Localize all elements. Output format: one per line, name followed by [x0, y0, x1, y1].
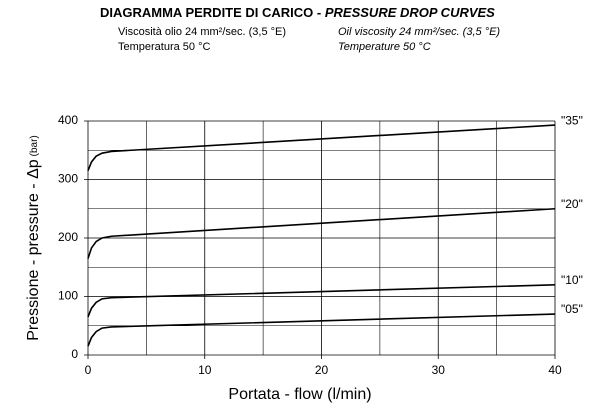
curve-label: "10": [561, 273, 583, 287]
note: Temperatura 50 °C: [118, 41, 210, 53]
curve-label: "20": [561, 197, 583, 211]
title-en: PRESSURE DROP CURVES: [325, 5, 495, 20]
y-tick-label: 400: [58, 113, 78, 127]
curve: [87, 284, 556, 318]
y-tick-label: 300: [58, 172, 78, 186]
note: Temperature 50 °C: [338, 41, 431, 53]
x-tick-label: 0: [85, 363, 92, 377]
y-label-unit: (bar): [29, 135, 40, 156]
curve: [87, 207, 556, 259]
x-tick-label: 40: [548, 363, 562, 377]
curve: [87, 124, 556, 172]
y-tick-label: 100: [58, 289, 78, 303]
curve-label: "35": [561, 113, 583, 127]
note: Viscosità olio 24 mm²/sec. (3,5 °E): [118, 26, 286, 38]
y-axis-label: Pressione - pressure - Δp (bar): [25, 135, 42, 341]
curve-label: "05": [561, 302, 583, 316]
curve: [87, 313, 556, 347]
x-tick-label: 20: [315, 363, 329, 377]
x-tick-label: 30: [432, 363, 446, 377]
y-tick-label: 200: [58, 230, 78, 244]
x-axis-label: Portata - flow (l/min): [228, 386, 371, 403]
title-it: DIAGRAMMA PERDITE DI CARICO -: [100, 5, 325, 20]
chart-title: DIAGRAMMA PERDITE DI CARICO - PRESSURE D…: [100, 5, 495, 20]
note: Oil viscosity 24 mm²/sec. (3,5 °E): [338, 26, 500, 38]
y-label-text: Pressione - pressure - Δp: [25, 159, 42, 341]
x-tick-label: 10: [198, 363, 212, 377]
y-tick-label: 0: [71, 347, 78, 361]
